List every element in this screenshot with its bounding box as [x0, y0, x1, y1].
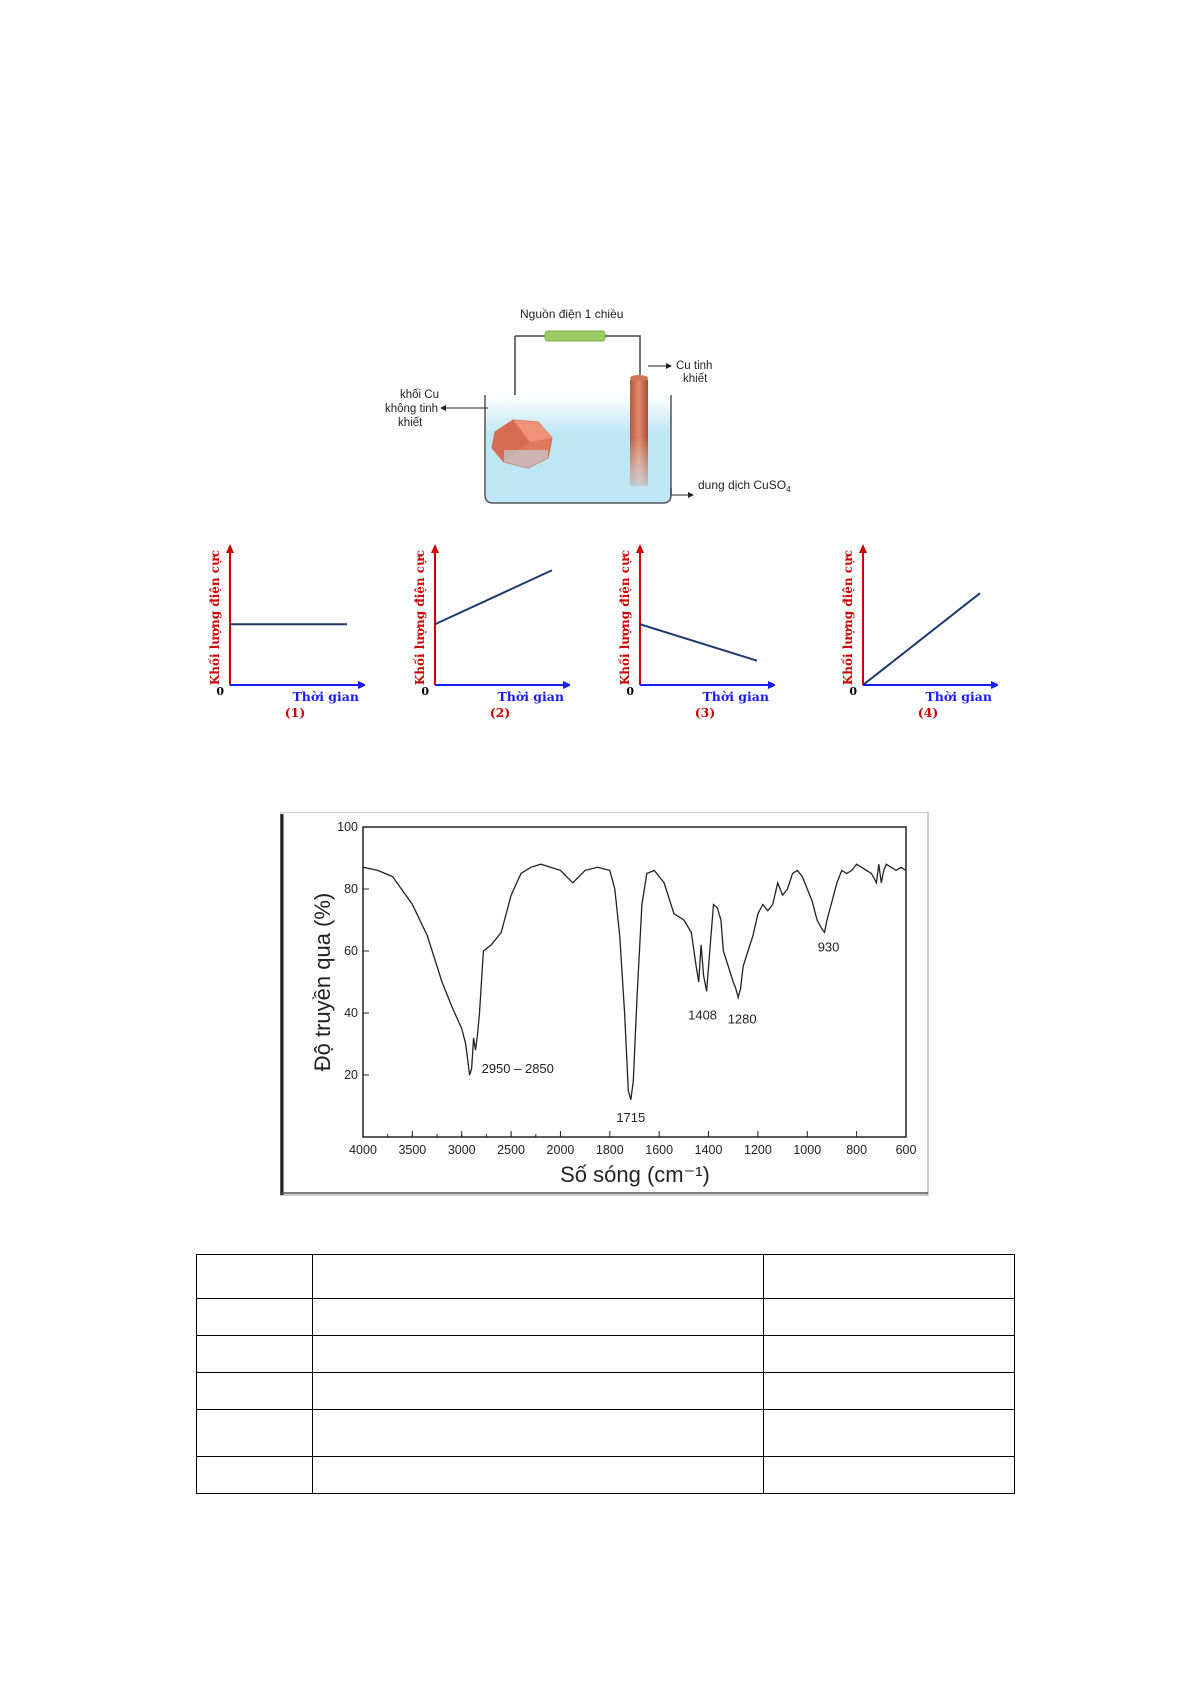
y-axis-arrow	[431, 544, 439, 553]
trend-line	[434, 569, 553, 626]
peak-annotation: 1280	[728, 1012, 757, 1027]
solution-label: dung dịch CuSO4	[698, 478, 791, 494]
y-axis-title: Độ truyền qua (%)	[310, 893, 335, 1072]
table-row	[196, 1254, 1015, 1299]
origin-label: 0	[626, 685, 634, 698]
power-source-label: Nguồn điện 1 chiều	[520, 307, 623, 321]
impure-copper-lump	[491, 419, 553, 469]
electrolysis-diagram: Nguồn điện 1 chiều khối Cu không tinh kh…	[385, 307, 791, 504]
x-tick-label: 800	[846, 1143, 867, 1157]
x-tick-label: 1400	[695, 1143, 723, 1157]
x-axis-label: Thời gian	[292, 689, 359, 704]
table-row	[196, 1372, 1015, 1410]
origin-label: 0	[421, 685, 429, 698]
x-tick-label: 2500	[497, 1143, 525, 1157]
trend-line	[862, 592, 981, 686]
x-tick-label: 3500	[398, 1143, 426, 1157]
y-axis-arrow	[859, 544, 867, 553]
table-row	[196, 1298, 1015, 1336]
x-axis-arrow	[991, 681, 998, 689]
x-tick-label: 3000	[448, 1143, 476, 1157]
mini-graph-4: 0 Thời gian Khối lượng điện cực (4)	[840, 544, 998, 720]
x-tick-label: 1600	[645, 1143, 673, 1157]
svg-text:khối Cu: khối Cu	[400, 389, 439, 401]
x-axis-arrow	[563, 681, 570, 689]
graph-caption: (4)	[918, 705, 939, 720]
x-axis-label: Thời gian	[702, 689, 769, 704]
pure-cu-label: Cu tinh khiết	[676, 360, 712, 385]
wire-right	[635, 335, 641, 375]
x-axis-label: Thời gian	[925, 689, 992, 704]
spectrum-line	[362, 863, 907, 1100]
table-row	[196, 1456, 1015, 1494]
svg-text:khiết: khiết	[398, 417, 423, 429]
peak-annotation: 1408	[688, 1007, 717, 1022]
mini-graph-1: 0 Thời gian Khối lượng điện cực (1)	[207, 544, 365, 720]
trend-line	[639, 623, 758, 662]
x-axis-arrow	[358, 681, 365, 689]
svg-text:khiết: khiết	[683, 373, 708, 385]
impure-cu-label: khối Cu không tinh khiết	[385, 389, 439, 429]
y-tick-label: 20	[344, 1068, 358, 1082]
y-axis-label: Khối lượng điện cực	[617, 550, 632, 685]
y-axis-label: Khối lượng điện cực	[840, 550, 855, 685]
graph-caption: (2)	[490, 705, 511, 720]
origin-label: 0	[216, 685, 224, 698]
y-axis-arrow	[226, 544, 234, 553]
y-tick-label: 80	[344, 882, 358, 896]
pure-copper-rod	[630, 375, 648, 486]
y-tick-label: 100	[337, 820, 358, 834]
y-tick-label: 60	[344, 944, 358, 958]
x-tick-label: 4000	[349, 1143, 377, 1157]
graph-caption: (1)	[285, 705, 306, 720]
mini-graph-2: 0 Thời gian Khối lượng điện cực (2)	[412, 544, 570, 720]
x-axis-arrow	[768, 681, 775, 689]
x-tick-label: 1800	[596, 1143, 624, 1157]
mini-graph-3: 0 Thời gian Khối lượng điện cực (3)	[617, 544, 775, 720]
ir-spectrum-chart: 4000 3500 3000 2500 2000 1800 1600 1400 1200 1000…	[280, 812, 929, 1196]
spectrum-frame-outer	[280, 812, 929, 1196]
y-tick-label: 40	[344, 1006, 358, 1020]
x-axis-title: Số sóng (cm⁻¹)	[560, 1162, 710, 1187]
plot-area	[362, 826, 907, 1138]
x-tick-label: 2000	[547, 1143, 575, 1157]
table-row	[196, 1409, 1015, 1457]
table-row	[196, 1335, 1015, 1373]
x-tick-label: 1200	[744, 1143, 772, 1157]
peak-annotation: 1715	[616, 1110, 645, 1125]
empty-table	[196, 1254, 1015, 1494]
x-tick-label: 600	[896, 1143, 917, 1157]
y-axis-arrow	[636, 544, 644, 553]
x-axis-label: Thời gian	[497, 689, 564, 704]
svg-text:không tinh: không tinh	[385, 403, 438, 415]
x-tick-label: 1000	[793, 1143, 821, 1157]
y-axis-label: Khối lượng điện cực	[412, 550, 427, 685]
peak-annotation: 2950 – 2850	[482, 1061, 554, 1076]
graph-caption: (3)	[695, 705, 716, 720]
origin-label: 0	[849, 685, 857, 698]
svg-text:Cu tinh: Cu tinh	[676, 360, 712, 372]
power-source-bar	[544, 330, 606, 342]
y-axis-label: Khối lượng điện cực	[207, 550, 222, 685]
peak-annotation: 930	[818, 939, 840, 954]
